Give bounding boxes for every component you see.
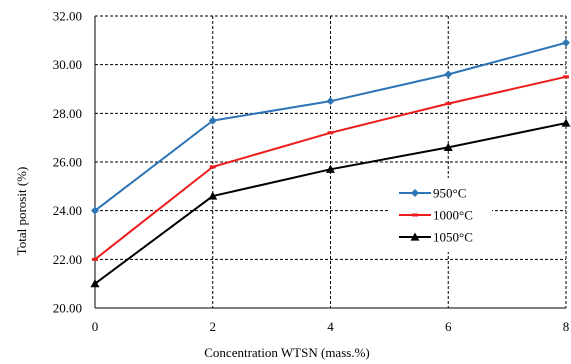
legend-label-1: 1000°C [433,208,473,223]
data-point-2 [326,164,335,173]
data-point-0 [326,97,335,106]
y-tick-label: 30.00 [53,57,82,72]
series-markers [90,38,571,288]
x-axis-title: Concentration WTSN (mass.%) [204,345,369,360]
y-tick-label: 24.00 [53,203,82,218]
data-point-0 [91,206,99,215]
data-point-1 [92,257,98,261]
data-point-0 [444,70,453,79]
data-point-0 [208,116,217,125]
data-point-2 [443,142,453,151]
data-point-0 [562,38,570,47]
y-tick-label: 32.00 [53,9,82,24]
y-tick-label: 22.00 [53,252,82,267]
y-tick-label: 28.00 [53,106,82,121]
grid-lines [95,15,567,308]
legend-label-0: 950°C [433,186,466,201]
x-tick-label: 4 [327,319,334,334]
x-tick-label: 6 [445,319,452,334]
legend-marker-2 [410,232,420,241]
y-tick-label: 26.00 [53,155,82,170]
x-tick-label: 8 [563,319,570,334]
data-point-1 [563,75,569,79]
y-tick-label: 20.00 [53,301,82,316]
legend-label-2: 1050°C [433,230,473,245]
axes: 20.00 22.00 24.00 26.00 28.00 30.00 32.00 0 2 4 6 8 [53,9,570,335]
data-point-2 [208,191,218,200]
y-axis-title: Total porosit (%) [14,167,29,256]
legend-marker-0 [411,189,419,197]
x-tick-label: 0 [92,319,99,334]
data-point-2 [90,279,100,288]
data-point-1 [209,165,216,169]
x-tick-label: 2 [210,319,217,334]
legend-marker-1 [412,213,418,217]
data-point-1 [445,102,452,106]
legend: 950°C 1000°C 1050°C [390,178,492,252]
data-point-1 [327,131,334,135]
data-point-2 [561,118,571,127]
